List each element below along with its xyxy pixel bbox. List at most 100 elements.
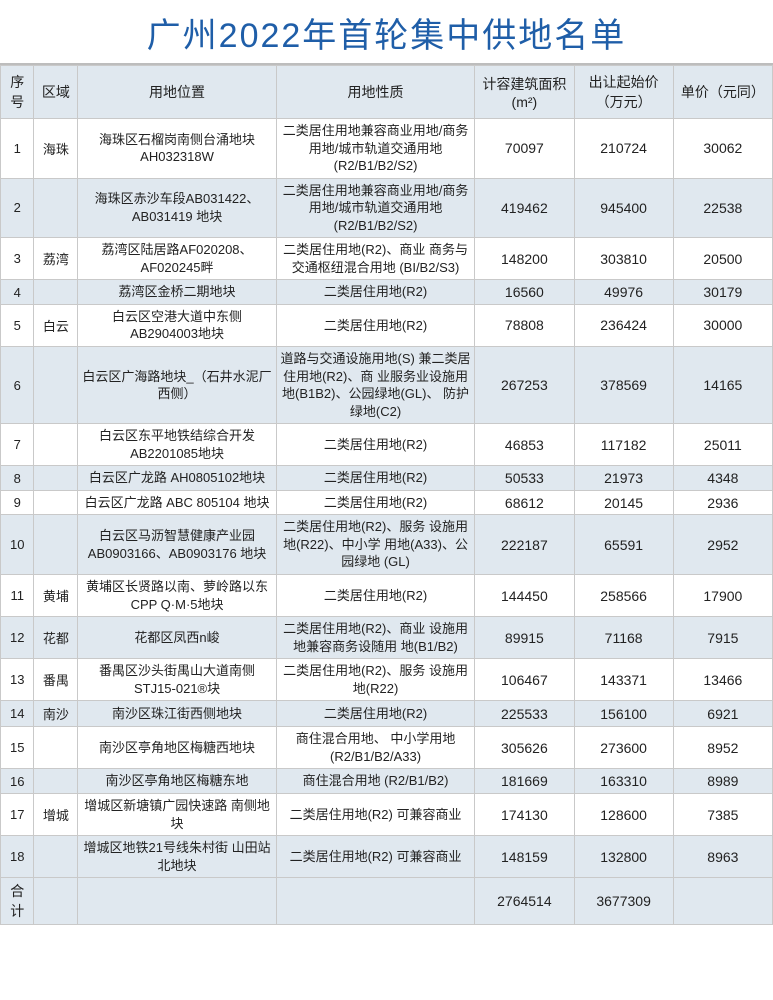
- cell-unit-price: 13466: [673, 659, 772, 701]
- cell-unit-price: 20500: [673, 238, 772, 280]
- cell-seq: 8: [1, 466, 34, 491]
- header-nature: 用地性质: [276, 66, 474, 119]
- cell-start-price: 132800: [574, 836, 673, 878]
- cell-unit-price: 8989: [673, 769, 772, 794]
- cell-area: 89915: [475, 617, 574, 659]
- table-row: 18增城区地铁21号线朱村街 山田站北地块二类居住用地(R2) 可兼容商业148…: [1, 836, 773, 878]
- cell-location: 黄埔区长贤路以南、萝岭路以东 CPP Q·M·5地块: [78, 575, 276, 617]
- cell-seq: 9: [1, 490, 34, 515]
- cell-seq: 16: [1, 769, 34, 794]
- cell-nature: 二类居住用地(R2): [276, 490, 474, 515]
- cell-area: 148200: [475, 238, 574, 280]
- cell-district: [34, 727, 78, 769]
- cell-area: 78808: [475, 304, 574, 346]
- cell-location: 白云区东平地铁结综合开发 AB2201085地块: [78, 424, 276, 466]
- cell-seq: 5: [1, 304, 34, 346]
- cell-location: 海珠区赤沙车段AB031422、AB031419 地块: [78, 178, 276, 238]
- cell-area: 106467: [475, 659, 574, 701]
- cell-unit-price: 30062: [673, 119, 772, 179]
- total-area: 2764514: [475, 878, 574, 925]
- cell-location: 白云区马沥智慧健康产业园 AB0903166、AB0903176 地块: [78, 515, 276, 575]
- table-row: 8白云区广龙路 AH0805102地块二类居住用地(R2)50533219734…: [1, 466, 773, 491]
- cell-nature: 二类居住用地(R2): [276, 575, 474, 617]
- cell-unit-price: 2936: [673, 490, 772, 515]
- total-blank1: [34, 878, 78, 925]
- cell-nature: 二类居住用地(R2): [276, 466, 474, 491]
- cell-start-price: 210724: [574, 119, 673, 179]
- cell-location: 荔湾区金桥二期地块: [78, 280, 276, 305]
- header-area: 计容建筑面积(m²): [475, 66, 574, 119]
- cell-district: [34, 490, 78, 515]
- cell-location: 番禺区沙头街禺山大道南侧 STJ15-021®块: [78, 659, 276, 701]
- cell-start-price: 156100: [574, 701, 673, 727]
- cell-district: [34, 347, 78, 424]
- cell-nature: 商住混合用地、 中小学用地 (R2/B1/B2/A33): [276, 727, 474, 769]
- cell-start-price: 71168: [574, 617, 673, 659]
- cell-district: 增城: [34, 793, 78, 835]
- cell-nature: 二类居住用地(R2): [276, 701, 474, 727]
- total-start-price: 3677309: [574, 878, 673, 925]
- cell-seq: 7: [1, 424, 34, 466]
- cell-unit-price: 6921: [673, 701, 772, 727]
- cell-unit-price: 30000: [673, 304, 772, 346]
- cell-start-price: 945400: [574, 178, 673, 238]
- header-unit-price: 单价（元同）: [673, 66, 772, 119]
- cell-area: 144450: [475, 575, 574, 617]
- cell-start-price: 143371: [574, 659, 673, 701]
- cell-start-price: 236424: [574, 304, 673, 346]
- cell-seq: 12: [1, 617, 34, 659]
- cell-area: 174130: [475, 793, 574, 835]
- header-seq: 序号: [1, 66, 34, 119]
- cell-location: 南沙区亭角地区梅糖西地块: [78, 727, 276, 769]
- table-row: 9白云区广龙路 ABC 805104 地块二类居住用地(R2)686122014…: [1, 490, 773, 515]
- cell-start-price: 20145: [574, 490, 673, 515]
- cell-start-price: 117182: [574, 424, 673, 466]
- cell-district: [34, 769, 78, 794]
- total-blank2: [78, 878, 276, 925]
- table-row: 14南沙南沙区珠江街西侧地块二类居住用地(R2)2255331561006921: [1, 701, 773, 727]
- cell-location: 增城区新塘镇广园快速路 南侧地块: [78, 793, 276, 835]
- cell-district: [34, 424, 78, 466]
- cell-unit-price: 8963: [673, 836, 772, 878]
- cell-location: 白云区空港大道中东侧 AB2904003地块: [78, 304, 276, 346]
- cell-district: 南沙: [34, 701, 78, 727]
- cell-seq: 2: [1, 178, 34, 238]
- cell-area: 148159: [475, 836, 574, 878]
- cell-area: 225533: [475, 701, 574, 727]
- cell-start-price: 49976: [574, 280, 673, 305]
- cell-nature: 二类居住用地(R2)、商业 设施用地兼容商务设随用 地(B1/B2): [276, 617, 474, 659]
- table-row: 15 南沙区亭角地区梅糖西地块商住混合用地、 中小学用地 (R2/B1/B2/A3…: [1, 727, 773, 769]
- cell-district: [34, 178, 78, 238]
- cell-district: 番禺: [34, 659, 78, 701]
- cell-area: 181669: [475, 769, 574, 794]
- table-row: 11黄埔黄埔区长贤路以南、萝岭路以东 CPP Q·M·5地块二类居住用地(R2)…: [1, 575, 773, 617]
- table-row: 7白云区东平地铁结综合开发 AB2201085地块二类居住用地(R2)46853…: [1, 424, 773, 466]
- cell-unit-price: 4348: [673, 466, 772, 491]
- table-row: 3荔湾荔湾区陆居路AF020208、AF020245畔二类居住用地(R2)、商业…: [1, 238, 773, 280]
- cell-district: 白云: [34, 304, 78, 346]
- cell-area: 16560: [475, 280, 574, 305]
- table-row: 10白云区马沥智慧健康产业园 AB0903166、AB0903176 地块二类居…: [1, 515, 773, 575]
- cell-seq: 15: [1, 727, 34, 769]
- cell-district: [34, 515, 78, 575]
- cell-nature: 二类居住用地(R2): [276, 424, 474, 466]
- cell-location: 荔湾区陆居路AF020208、AF020245畔: [78, 238, 276, 280]
- table-total-row: 合计 27645143677309: [1, 878, 773, 925]
- cell-unit-price: 17900: [673, 575, 772, 617]
- cell-area: 267253: [475, 347, 574, 424]
- cell-unit-price: 14165: [673, 347, 772, 424]
- cell-location: 白云区广龙路 AH0805102地块: [78, 466, 276, 491]
- cell-seq: 6: [1, 347, 34, 424]
- cell-seq: 1: [1, 119, 34, 179]
- total-label: 合计: [1, 878, 34, 925]
- cell-nature: 商住混合用地 (R2/B1/B2): [276, 769, 474, 794]
- cell-location: 增城区地铁21号线朱村街 山田站北地块: [78, 836, 276, 878]
- cell-nature: 二类居住用地(R2)、服务 设施用地(R22): [276, 659, 474, 701]
- cell-start-price: 258566: [574, 575, 673, 617]
- table-row: 17增城增城区新塘镇广园快速路 南侧地块二类居住用地(R2) 可兼容商业1741…: [1, 793, 773, 835]
- cell-unit-price: 30179: [673, 280, 772, 305]
- cell-location: 白云区广龙路 ABC 805104 地块: [78, 490, 276, 515]
- cell-area: 222187: [475, 515, 574, 575]
- table-row: 13番禺番禺区沙头街禺山大道南侧 STJ15-021®块二类居住用地(R2)、服…: [1, 659, 773, 701]
- cell-district: 黄埔: [34, 575, 78, 617]
